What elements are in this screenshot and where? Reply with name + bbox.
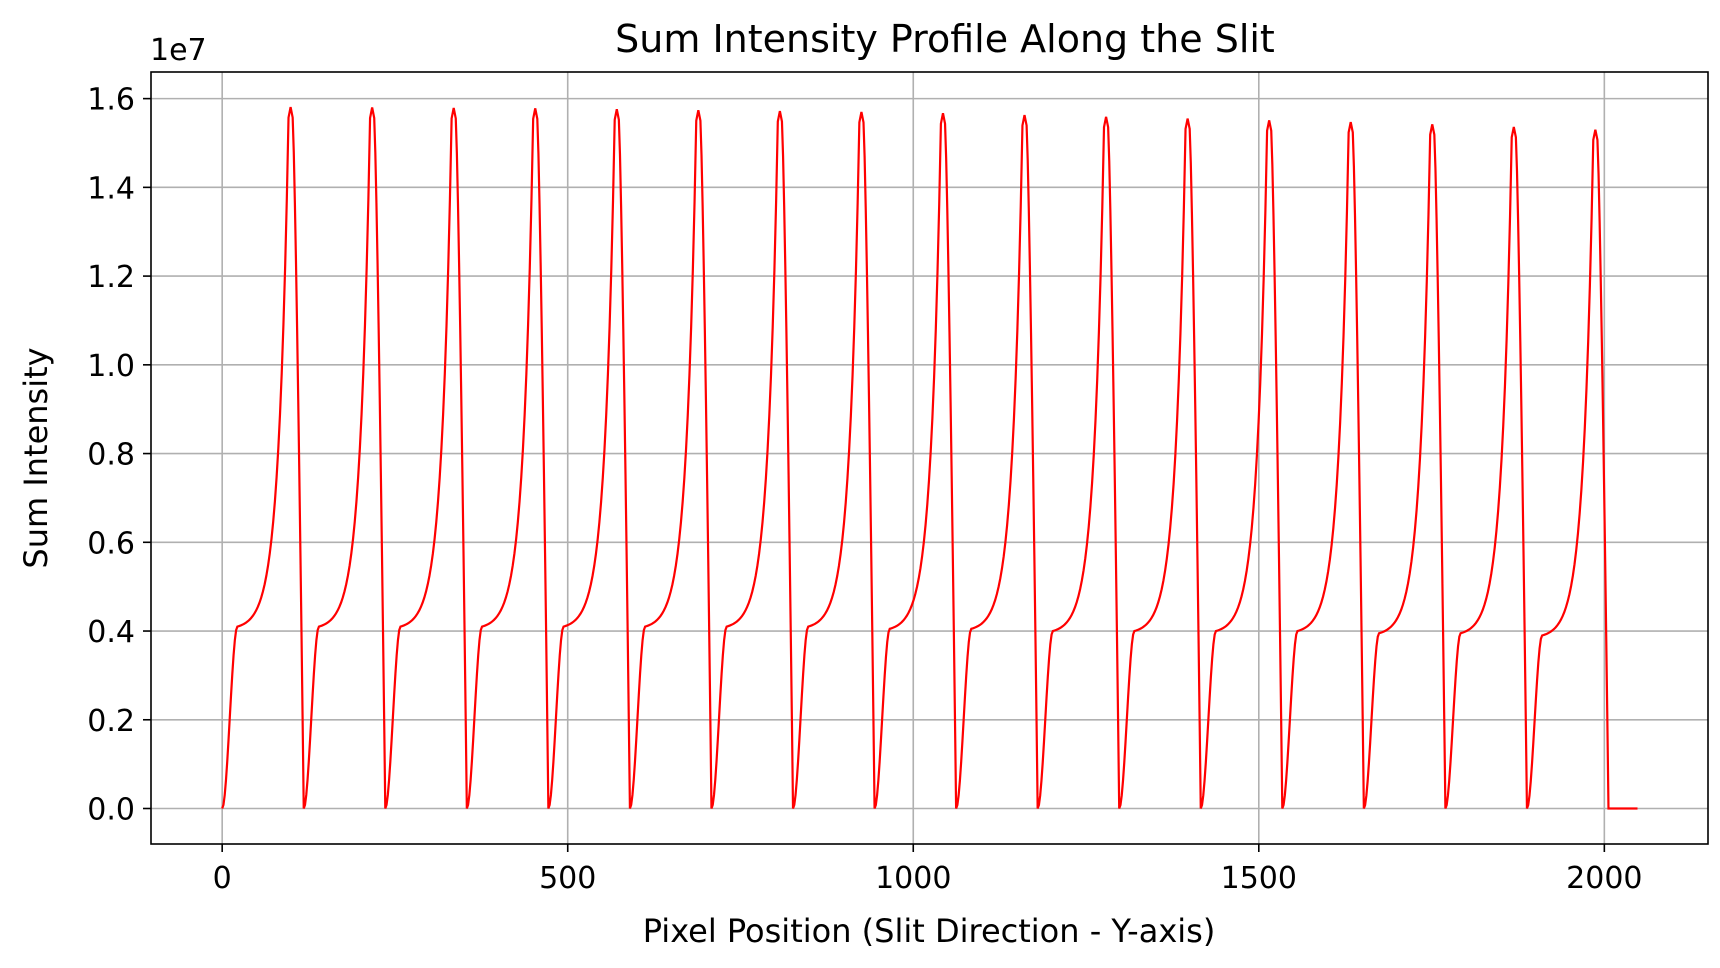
x-tick-label: 500 (539, 861, 596, 896)
x-tick-label: 1500 (1221, 861, 1297, 896)
x-axis-ticks: 0 500 1000 1500 2000 (213, 844, 1643, 896)
y-tick-label: 0.2 (87, 704, 135, 739)
chart-title: Sum Intensity Profile Along the Slit (615, 17, 1275, 61)
y-tick-label: 1.4 (87, 171, 135, 206)
y-axis-ticks: 0.0 0.2 0.4 0.6 0.8 1.0 1.2 1.4 1.6 (87, 83, 151, 828)
y-axis-offset-label: 1e7 (150, 33, 207, 68)
y-tick-label: 0.6 (87, 526, 135, 561)
x-axis-label: Pixel Position (Slit Direction - Y-axis) (643, 912, 1216, 950)
grid-lines (151, 72, 1708, 844)
y-tick-label: 1.6 (87, 83, 135, 118)
y-axis-label: Sum Intensity (17, 347, 55, 568)
y-tick-label: 0.4 (87, 615, 135, 650)
plot-area (221, 106, 1638, 810)
y-tick-label: 0.0 (87, 793, 135, 828)
y-tick-label: 0.8 (87, 438, 135, 473)
plot-frame (150, 71, 1709, 845)
x-tick-label: 2000 (1566, 861, 1642, 896)
x-tick-label: 1000 (875, 861, 951, 896)
y-tick-label: 1.2 (87, 260, 135, 295)
x-tick-label: 0 (213, 861, 232, 896)
y-tick-label: 1.0 (87, 349, 135, 384)
series-line (221, 106, 1638, 810)
